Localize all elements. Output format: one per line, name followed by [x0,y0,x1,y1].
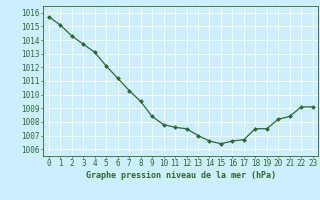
X-axis label: Graphe pression niveau de la mer (hPa): Graphe pression niveau de la mer (hPa) [86,171,276,180]
